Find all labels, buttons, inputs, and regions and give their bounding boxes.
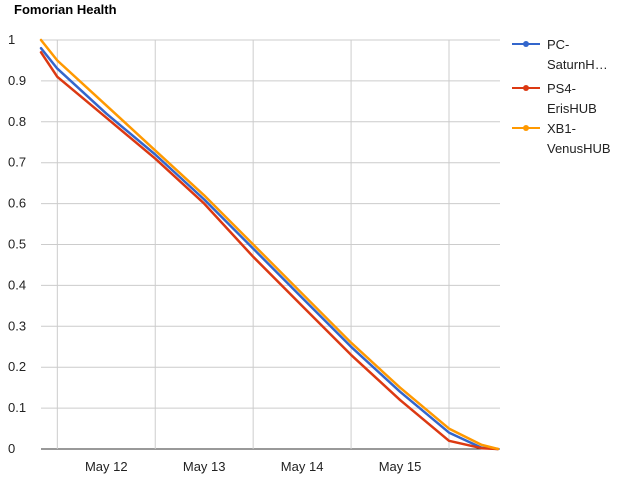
legend-label: VenusHUB [547, 141, 611, 156]
y-tick-label: 1 [8, 32, 15, 47]
legend-label: ErisHUB [547, 101, 597, 116]
y-tick-label: 0.4 [8, 277, 26, 292]
legend-label: XB1- [547, 121, 576, 136]
y-tick-label: 0.8 [8, 114, 26, 129]
y-axis-ticks: 0 0.1 0.2 0.3 0.4 0.5 0.6 0.7 0.8 0.9 1 [8, 32, 26, 456]
series-line-0 [39, 46, 500, 451]
legend-label: PS4- [547, 81, 576, 96]
y-tick-label: 0.7 [8, 155, 26, 170]
x-axis-ticks: May 12 May 13 May 14 May 15 [85, 459, 421, 474]
legend-item[interactable]: XB1- VenusHUB [512, 121, 611, 156]
y-tick-label: 0.1 [8, 400, 26, 415]
y-tick-label: 0 [8, 441, 15, 456]
series-line-1 [39, 51, 500, 451]
legend[interactable]: PC- SaturnH… PS4- ErisHUB XB1- VenusHUB [512, 37, 611, 156]
y-tick-label: 0.3 [8, 318, 26, 333]
legend-label: SaturnH… [547, 57, 608, 72]
x-tick-label: May 15 [379, 459, 422, 474]
legend-swatch-marker [523, 41, 529, 47]
y-tick-label: 0.5 [8, 237, 26, 252]
legend-label: PC- [547, 37, 569, 52]
y-tick-label: 0.2 [8, 359, 26, 374]
x-tick-label: May 12 [85, 459, 128, 474]
legend-swatch-marker [523, 85, 529, 91]
series-line-2 [39, 38, 500, 451]
gridlines [41, 39, 500, 450]
legend-item[interactable]: PC- SaturnH… [512, 37, 608, 72]
y-tick-label: 0.6 [8, 196, 26, 211]
y-tick-label: 0.9 [8, 73, 26, 88]
legend-item[interactable]: PS4- ErisHUB [512, 81, 597, 116]
series-lines [39, 38, 500, 451]
legend-swatch-marker [523, 125, 529, 131]
x-tick-label: May 14 [281, 459, 324, 474]
x-tick-label: May 13 [183, 459, 226, 474]
chart-title: Fomorian Health [14, 2, 117, 17]
